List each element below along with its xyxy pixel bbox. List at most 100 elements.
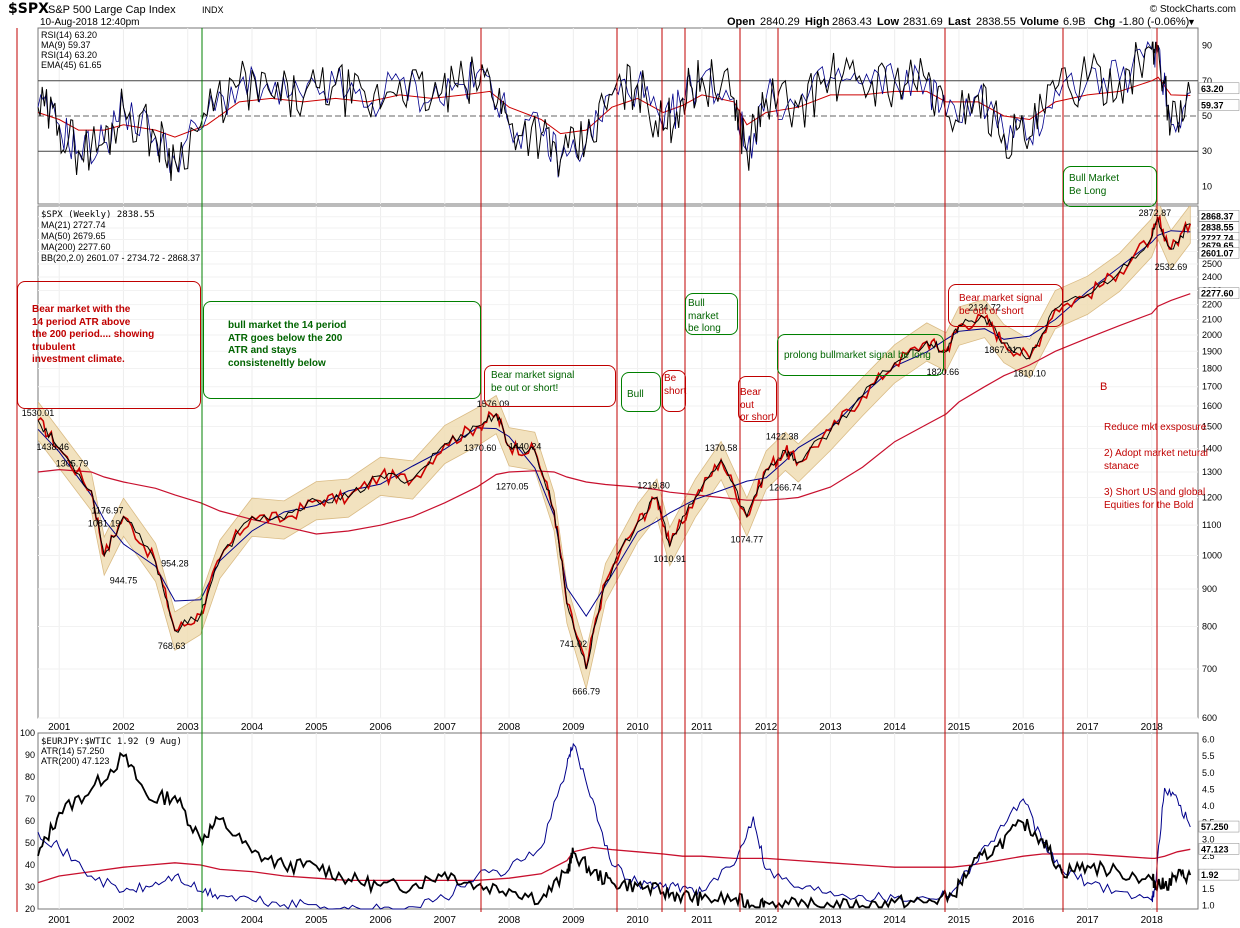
price-label-18: 1422.38 bbox=[766, 431, 799, 441]
atr-tick-50: 50 bbox=[25, 838, 35, 848]
open-label: Open bbox=[727, 16, 755, 28]
price-tick-2400: 2400 bbox=[1202, 272, 1222, 282]
price-tick-2100: 2100 bbox=[1202, 314, 1222, 324]
price-label-9: 1440.24 bbox=[509, 441, 542, 451]
rsi-tick-50: 50 bbox=[1202, 111, 1212, 121]
high-value: 2863.43 bbox=[832, 16, 872, 28]
annotation-bull-atr: bull market the 14 period ATR goes below… bbox=[203, 301, 481, 399]
price-legend-1: MA(21) 2727.74 bbox=[41, 220, 106, 230]
price-tick-2200: 2200 bbox=[1202, 300, 1222, 310]
x-tick-bottom-2014: 2014 bbox=[884, 915, 907, 926]
x-tick-price-2004: 2004 bbox=[241, 722, 264, 733]
x-tick-bottom-2018: 2018 bbox=[1141, 915, 1164, 926]
tag-rsi-box bbox=[1198, 82, 1240, 95]
chg-value: -1.80 (-0.06%) bbox=[1119, 16, 1189, 28]
price-tick-1900: 1900 bbox=[1202, 346, 1222, 356]
price-tick-800: 800 bbox=[1202, 621, 1217, 631]
price-tick-600: 600 bbox=[1202, 713, 1217, 723]
x-tick-price-2003: 2003 bbox=[177, 722, 200, 733]
price-label-25: 2532.69 bbox=[1155, 262, 1188, 272]
price-label-14: 1219.80 bbox=[637, 480, 670, 490]
x-tick-price-2002: 2002 bbox=[112, 722, 135, 733]
price-label-15: 1010.91 bbox=[653, 554, 686, 564]
open-value: 2840.29 bbox=[760, 16, 800, 28]
price-label-12: 741.02 bbox=[560, 639, 588, 649]
price-tick-1500: 1500 bbox=[1202, 422, 1222, 432]
price-label-0: 1530.01 bbox=[22, 408, 55, 418]
atr-tick-90: 90 bbox=[25, 750, 35, 760]
x-tick-bottom-2010: 2010 bbox=[626, 915, 649, 926]
low-label: Low bbox=[877, 16, 899, 28]
tag-ratio-box bbox=[1198, 868, 1240, 881]
atr-tick-30: 30 bbox=[25, 882, 35, 892]
x-tick-price-2007: 2007 bbox=[434, 722, 457, 733]
ratio-tick-5.5: 5.5 bbox=[1202, 751, 1215, 761]
annotation-bear-climate: Bear market with the 14 period ATR above… bbox=[17, 281, 201, 409]
price-label-2: 1305.79 bbox=[56, 459, 89, 469]
rsi-tick-30: 30 bbox=[1202, 146, 1212, 156]
x-tick-price-2011: 2011 bbox=[691, 722, 713, 733]
series-lines bbox=[37, 41, 1192, 910]
price-label-7: 768.63 bbox=[158, 641, 186, 651]
x-tick-bottom-2001: 2001 bbox=[48, 915, 71, 926]
price-label-16: 1370.58 bbox=[705, 443, 738, 453]
atr-tick-40: 40 bbox=[25, 860, 35, 870]
rsi-legend-0: RSI(14) 63.20 bbox=[41, 30, 97, 40]
tag-rsi-ma9: 59.37 bbox=[1201, 101, 1224, 111]
price-label-4: 1081.19 bbox=[88, 519, 121, 529]
atr-tick-100: 100 bbox=[20, 728, 35, 738]
x-tick-price-2008: 2008 bbox=[498, 722, 521, 733]
tag-ma200-box bbox=[1198, 287, 1240, 299]
x-tick-price-2009: 2009 bbox=[562, 722, 585, 733]
price-label-20: 2134.72 bbox=[968, 302, 1001, 312]
price-label-19: 1266.74 bbox=[769, 482, 802, 492]
atr14-line bbox=[37, 742, 1191, 910]
low-value: 2831.69 bbox=[903, 16, 943, 28]
price-tick-900: 900 bbox=[1202, 584, 1217, 594]
rsi-line bbox=[37, 41, 1191, 182]
price-label-3: 1176.97 bbox=[91, 506, 123, 516]
annotation-bull-market-2017: Bull Market Be Long bbox=[1063, 166, 1157, 207]
tag-ma21: 2727.74 bbox=[1201, 233, 1234, 243]
watermark: © StockCharts.com bbox=[1150, 4, 1236, 15]
ratio-tick-1.0: 1.0 bbox=[1202, 901, 1215, 911]
price-tick-1300: 1300 bbox=[1202, 467, 1222, 477]
atr200-line bbox=[37, 846, 1191, 884]
price-panel-frame bbox=[37, 205, 1199, 719]
annotation-bear-signal-2008: Bear market signal be out or short! bbox=[484, 365, 616, 407]
annotation-bull-market-long: Bull market be long bbox=[685, 293, 738, 335]
annotation-reduce: Reduce mkt exsposure bbox=[1104, 422, 1207, 433]
ma50-line bbox=[37, 230, 1191, 618]
ratio-tick-2.5: 2.5 bbox=[1202, 851, 1215, 861]
price-label-1: 1438.46 bbox=[37, 442, 70, 452]
bollinger-band bbox=[38, 206, 1191, 691]
annotation-b-marker: B bbox=[1100, 381, 1108, 393]
price-tick-1700: 1700 bbox=[1202, 382, 1222, 392]
atr-tick-60: 60 bbox=[25, 816, 35, 826]
x-tick-price-2013: 2013 bbox=[819, 722, 842, 733]
price-label-23: 1810.10 bbox=[1013, 369, 1046, 379]
x-tick-bottom-2002: 2002 bbox=[112, 915, 135, 926]
price-tick-2000: 2000 bbox=[1202, 330, 1222, 340]
x-tick-price-2005: 2005 bbox=[305, 722, 328, 733]
x-tick-bottom-2011: 2011 bbox=[691, 915, 713, 926]
rsi-tick-90: 90 bbox=[1202, 41, 1212, 51]
last-label: Last bbox=[948, 16, 971, 28]
rsi-tick-70: 70 bbox=[1202, 76, 1212, 86]
x-tick-price-2018: 2018 bbox=[1141, 722, 1164, 733]
price-legend-0: $SPX (Weekly) 2838.55 bbox=[41, 210, 155, 220]
price-label-22: 1867.01 bbox=[984, 345, 1017, 355]
tag-bb-upper-box bbox=[1198, 210, 1240, 222]
ratio-line bbox=[37, 751, 1192, 910]
tag-atr14: 57.250 bbox=[1201, 822, 1229, 832]
x-tick-bottom-2004: 2004 bbox=[241, 915, 264, 926]
atr-tick-20: 20 bbox=[25, 904, 35, 914]
last-value: 2838.55 bbox=[976, 16, 1016, 28]
tag-atr200-box bbox=[1198, 843, 1240, 855]
x-tick-bottom-2006: 2006 bbox=[369, 915, 392, 926]
price-tick-1600: 1600 bbox=[1202, 401, 1222, 411]
price-label-13: 666.79 bbox=[572, 686, 600, 696]
exchange-label: INDX bbox=[202, 5, 224, 15]
bottom-legend-1: ATR(14) 57.250 bbox=[41, 746, 104, 756]
x-tick-bottom-2017: 2017 bbox=[1076, 915, 1099, 926]
